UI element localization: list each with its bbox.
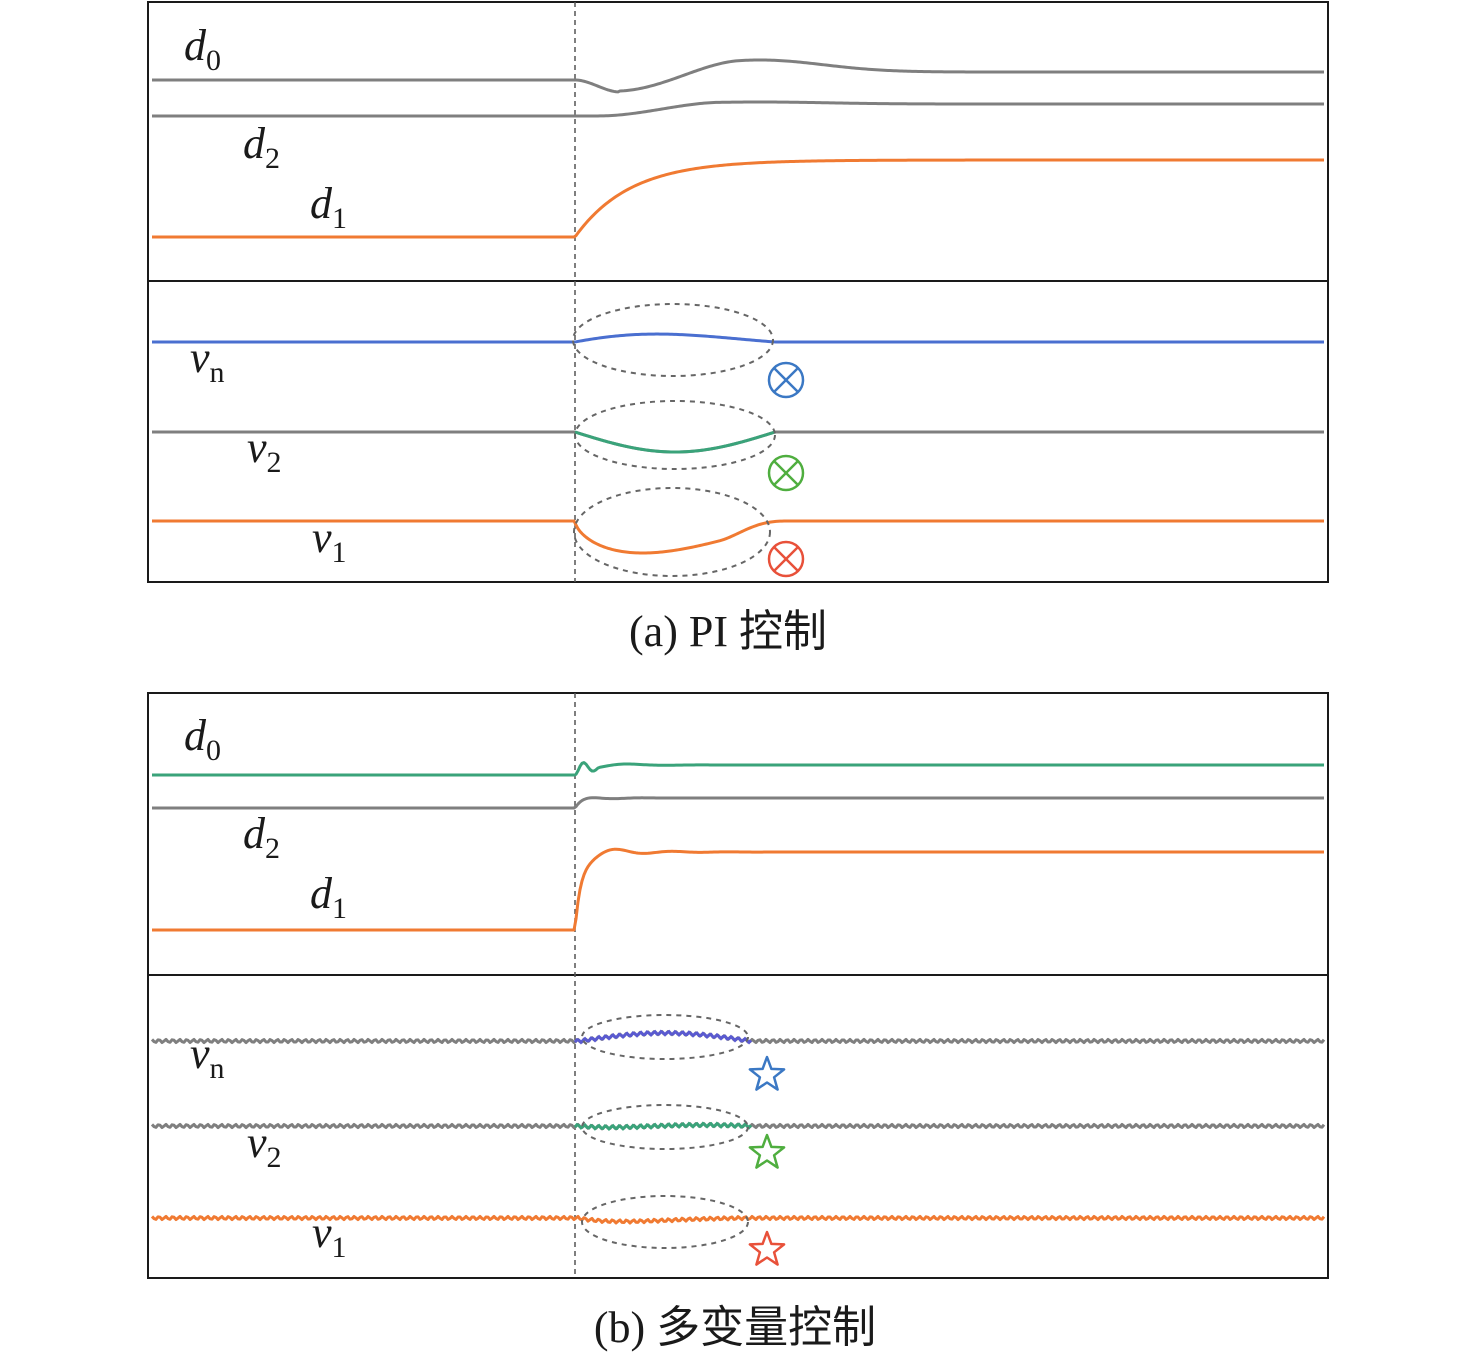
label-a-v2: v2 — [247, 423, 282, 479]
highlight-ellipse-b-vn — [581, 1014, 749, 1060]
caption-a: (a) PI 控制 — [629, 607, 827, 656]
label-b-v2: v2 — [247, 1118, 282, 1174]
plot-frame-b — [147, 692, 1329, 1279]
highlight-ellipse-a-v1 — [573, 487, 771, 577]
otimes-marker-icon — [767, 454, 805, 492]
trace-a-v1 — [152, 519, 1324, 555]
trace-b-v1 — [150, 1214, 1326, 1225]
label-b-d2: d2 — [243, 809, 280, 865]
highlight-ellipse-a-vn — [572, 303, 774, 377]
star-marker-icon — [748, 1055, 786, 1091]
highlight-ellipse-a-v2 — [574, 400, 776, 470]
trace-accent-b-vn — [573, 1029, 753, 1045]
star-marker-icon — [748, 1133, 786, 1169]
plot-frame-a — [147, 1, 1329, 583]
trace-b-d2 — [152, 796, 1324, 810]
traces-a — [152, 58, 1324, 555]
trace-a-d0 — [152, 58, 1324, 94]
otimes-marker-icon — [767, 540, 805, 578]
trace-a-vn — [152, 332, 1324, 344]
label-b-vn: vn — [190, 1029, 225, 1085]
highlight-ellipse-b-v1 — [581, 1195, 749, 1249]
label-b-v1: v1 — [312, 1208, 347, 1264]
trace-b-d0 — [152, 761, 1324, 777]
label-a-d1: d1 — [310, 179, 347, 235]
trace-b-d1 — [152, 847, 1324, 932]
trace-a-d1 — [152, 158, 1324, 239]
trace-a-d2 — [152, 100, 1324, 118]
subfigure-b: d0 d2 d1 vn v2 v1 (b) 多变量控制 — [147, 692, 1329, 1352]
otimes-marker-icon — [767, 361, 805, 399]
label-a-d2: d2 — [243, 119, 280, 175]
highlight-ellipses-b — [581, 1014, 749, 1249]
traces-b — [150, 761, 1326, 1225]
subfigure-a: d0 d2 d1 vn v2 v1 (a) PI 控制 — [147, 1, 1329, 656]
label-b-d1: d1 — [310, 869, 347, 925]
trace-accent-b-v2 — [573, 1121, 753, 1131]
label-a-v1: v1 — [312, 513, 347, 569]
highlight-ellipses-a — [572, 303, 776, 577]
markers-b — [748, 1055, 786, 1266]
label-a-d0: d0 — [184, 21, 221, 77]
caption-b: (b) 多变量控制 — [594, 1303, 876, 1352]
star-marker-icon — [748, 1230, 786, 1266]
highlight-ellipse-b-v2 — [581, 1104, 749, 1150]
trace-accent-a-v2 — [574, 430, 776, 454]
markers-a — [767, 361, 805, 578]
label-b-d0: d0 — [184, 711, 221, 767]
label-a-vn: vn — [190, 333, 225, 389]
